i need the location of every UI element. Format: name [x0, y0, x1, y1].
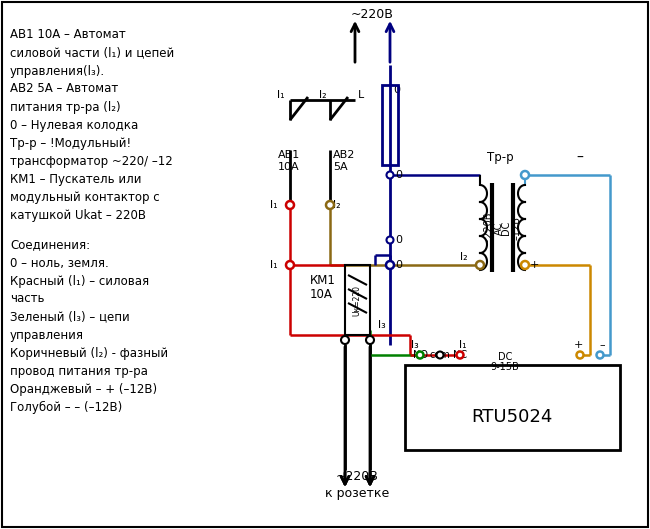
Bar — [382, 85, 398, 165]
Text: –: – — [599, 340, 605, 350]
Text: 0: 0 — [393, 85, 400, 95]
Text: КМ1: КМ1 — [310, 273, 336, 287]
Text: 9-15В: 9-15В — [491, 362, 519, 372]
Text: АС: АС — [494, 221, 504, 235]
Circle shape — [326, 201, 334, 209]
Text: NC: NC — [453, 350, 467, 360]
Text: Коричневый (l₂) - фазный: Коричневый (l₂) - фазный — [10, 346, 168, 360]
Text: NO: NO — [413, 350, 428, 360]
Text: Красный (l₁) – силовая: Красный (l₁) – силовая — [10, 275, 149, 287]
Text: DC: DC — [501, 221, 511, 235]
Circle shape — [417, 351, 424, 359]
Text: трансформатор ~220/ –12: трансформатор ~220/ –12 — [10, 154, 173, 168]
Circle shape — [521, 261, 529, 269]
Text: КМ1 – Пускатель или: КМ1 – Пускатель или — [10, 172, 142, 186]
Text: часть: часть — [10, 293, 44, 306]
Text: Соединения:: Соединения: — [10, 239, 90, 251]
Text: Тр-р: Тр-р — [487, 151, 514, 165]
Text: +: + — [530, 260, 540, 270]
Text: провод питания тр-ра: провод питания тр-ра — [10, 364, 148, 378]
Text: АВ1: АВ1 — [278, 150, 300, 160]
Circle shape — [387, 171, 393, 178]
Text: ~220В: ~220В — [350, 7, 393, 21]
Circle shape — [366, 336, 374, 344]
Text: Зеленый (l₃) – цепи: Зеленый (l₃) – цепи — [10, 311, 130, 324]
Text: питания тр-ра (l₂): питания тр-ра (l₂) — [10, 101, 121, 114]
Text: DC: DC — [498, 352, 512, 362]
Text: Голубой – – (–12В): Голубой – – (–12В) — [10, 400, 122, 414]
Circle shape — [437, 351, 443, 359]
Text: 10А: 10А — [278, 162, 300, 172]
Text: 0 – Нулевая колодка: 0 – Нулевая колодка — [10, 118, 138, 132]
Text: l₂: l₂ — [460, 252, 467, 262]
Circle shape — [286, 201, 294, 209]
Text: 10А: 10А — [310, 288, 333, 302]
Bar — [345, 265, 370, 335]
Text: к розетке: к розетке — [325, 488, 389, 500]
Text: +: + — [573, 340, 582, 350]
Circle shape — [577, 351, 584, 359]
Text: l₂: l₂ — [333, 200, 341, 210]
Text: управления: управления — [10, 329, 84, 342]
Text: l₁: l₁ — [270, 200, 278, 210]
Text: 5А: 5А — [333, 162, 348, 172]
Circle shape — [286, 261, 294, 269]
Text: силовой части (l₁) и цепей: силовой части (l₁) и цепей — [10, 47, 174, 59]
Text: –: – — [577, 151, 584, 165]
Text: l₃: l₃ — [411, 340, 419, 350]
Circle shape — [341, 336, 349, 344]
Text: 0: 0 — [395, 235, 402, 245]
Text: –: – — [597, 350, 603, 360]
Text: +: + — [575, 350, 585, 360]
Text: ~220В: ~220В — [483, 211, 493, 245]
Text: com: com — [430, 350, 450, 360]
Text: l₃: l₃ — [378, 320, 385, 330]
Circle shape — [387, 236, 393, 243]
Text: L: L — [358, 90, 364, 100]
Text: управления(l₃).: управления(l₃). — [10, 65, 105, 78]
Text: Тр-р – !Модульный!: Тр-р – !Модульный! — [10, 136, 131, 150]
Text: АВ2 5А – Автомат: АВ2 5А – Автомат — [10, 83, 118, 96]
Text: RTU5024: RTU5024 — [471, 408, 552, 426]
Text: 0: 0 — [395, 170, 402, 180]
Circle shape — [597, 351, 603, 359]
Text: ~220В: ~220В — [335, 470, 378, 484]
Circle shape — [476, 261, 484, 269]
Circle shape — [521, 171, 529, 179]
Text: l₁: l₁ — [459, 340, 467, 350]
Circle shape — [386, 261, 394, 269]
Circle shape — [456, 351, 463, 359]
Text: модульный контактор с: модульный контактор с — [10, 190, 160, 204]
Text: l₁: l₁ — [270, 260, 278, 270]
Text: Оранджевый – + (–12В): Оранджевый – + (–12В) — [10, 382, 157, 396]
Text: катушкой Ukat – 220В: катушкой Ukat – 220В — [10, 208, 146, 222]
Text: АВ1 10А – Автомат: АВ1 10А – Автомат — [10, 29, 125, 41]
Text: АВ2: АВ2 — [333, 150, 356, 160]
Text: l₂: l₂ — [319, 90, 327, 100]
Text: –12В: –12В — [512, 216, 522, 240]
Text: 0: 0 — [395, 260, 402, 270]
Text: Uк=220: Uк=220 — [352, 285, 361, 315]
Text: 0 – ноль, земля.: 0 – ноль, земля. — [10, 257, 109, 269]
Bar — [405, 365, 620, 450]
Text: l₁: l₁ — [278, 90, 285, 100]
